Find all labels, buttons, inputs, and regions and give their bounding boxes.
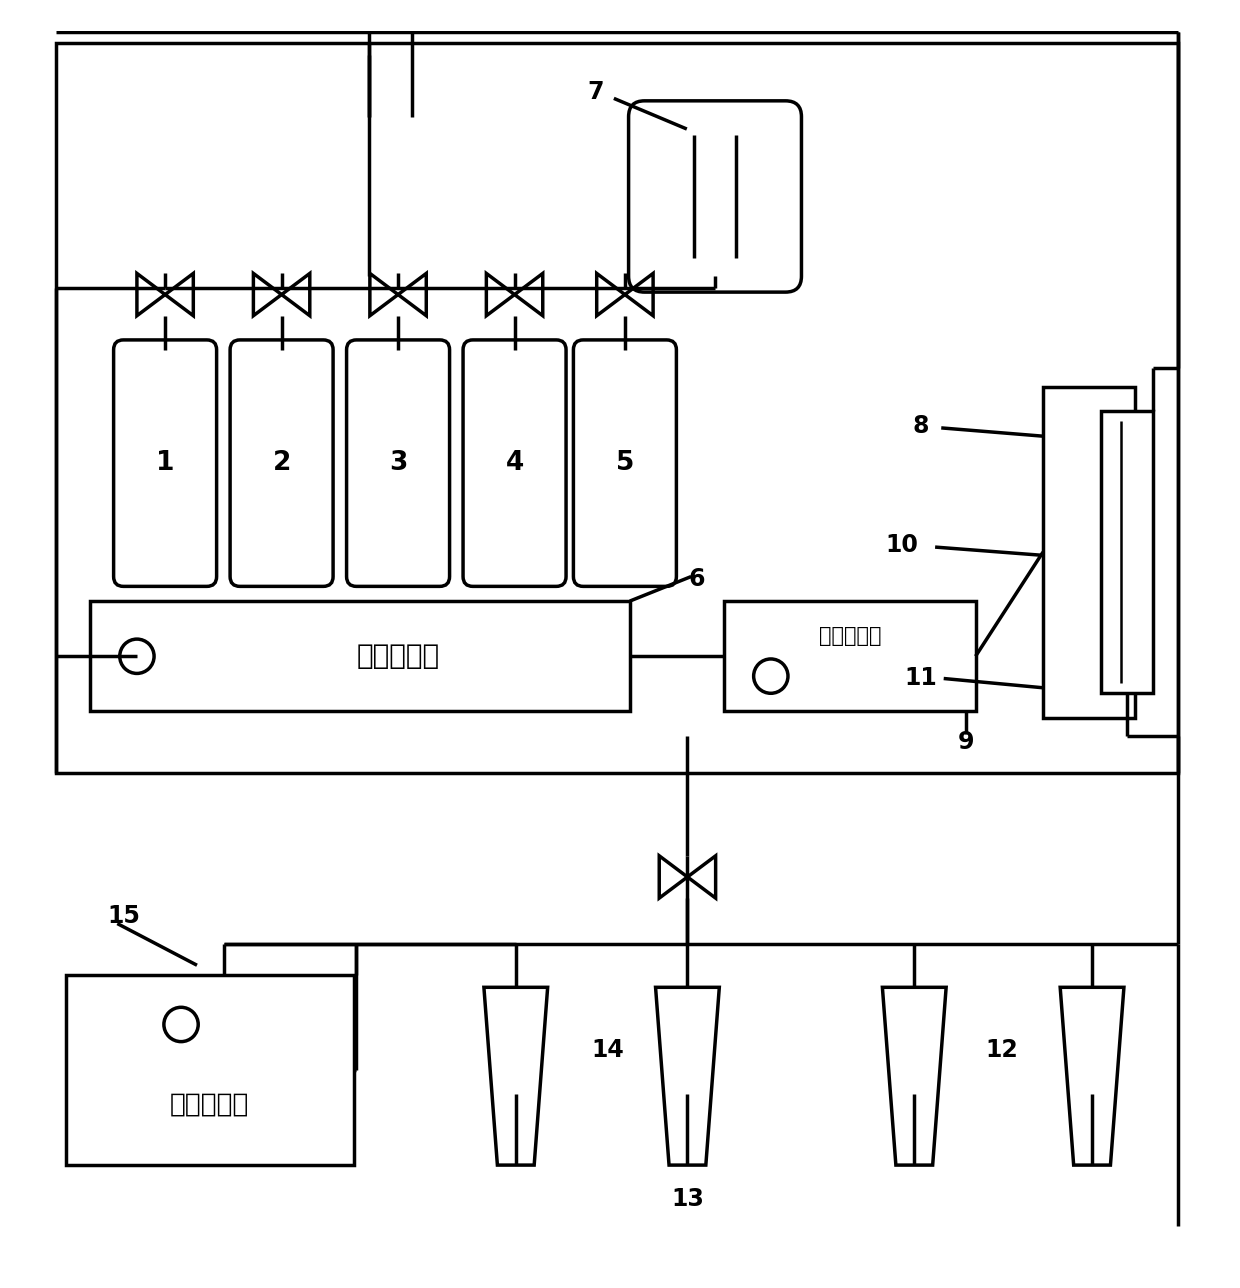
Text: 4: 4: [506, 450, 523, 477]
Text: 2: 2: [273, 450, 291, 477]
Bar: [724, 601, 976, 711]
Text: 8: 8: [913, 415, 929, 438]
Text: 3: 3: [389, 450, 407, 477]
Text: 9: 9: [957, 730, 973, 753]
Text: 烟气分析仪: 烟气分析仪: [170, 1091, 249, 1117]
FancyBboxPatch shape: [573, 340, 676, 586]
Text: 12: 12: [986, 1038, 1018, 1061]
Bar: [1043, 386, 1135, 717]
Text: 11: 11: [904, 666, 936, 690]
FancyBboxPatch shape: [463, 340, 565, 586]
FancyBboxPatch shape: [231, 340, 334, 586]
Text: 10: 10: [885, 533, 919, 558]
Text: 13: 13: [671, 1188, 704, 1211]
Text: 7: 7: [588, 80, 604, 104]
Text: 流量调节仪: 流量调节仪: [356, 643, 439, 670]
Bar: [1101, 411, 1153, 693]
FancyBboxPatch shape: [346, 340, 450, 586]
Text: 1: 1: [156, 450, 175, 477]
Text: 6: 6: [689, 567, 706, 591]
Text: 15: 15: [108, 904, 140, 929]
FancyBboxPatch shape: [629, 100, 801, 292]
Bar: [56, 44, 1178, 773]
Text: 14: 14: [591, 1038, 625, 1061]
Text: 温度调节器: 温度调节器: [818, 626, 882, 647]
FancyBboxPatch shape: [114, 340, 217, 586]
Bar: [66, 975, 353, 1166]
Bar: [91, 601, 630, 711]
Text: 5: 5: [616, 450, 634, 477]
